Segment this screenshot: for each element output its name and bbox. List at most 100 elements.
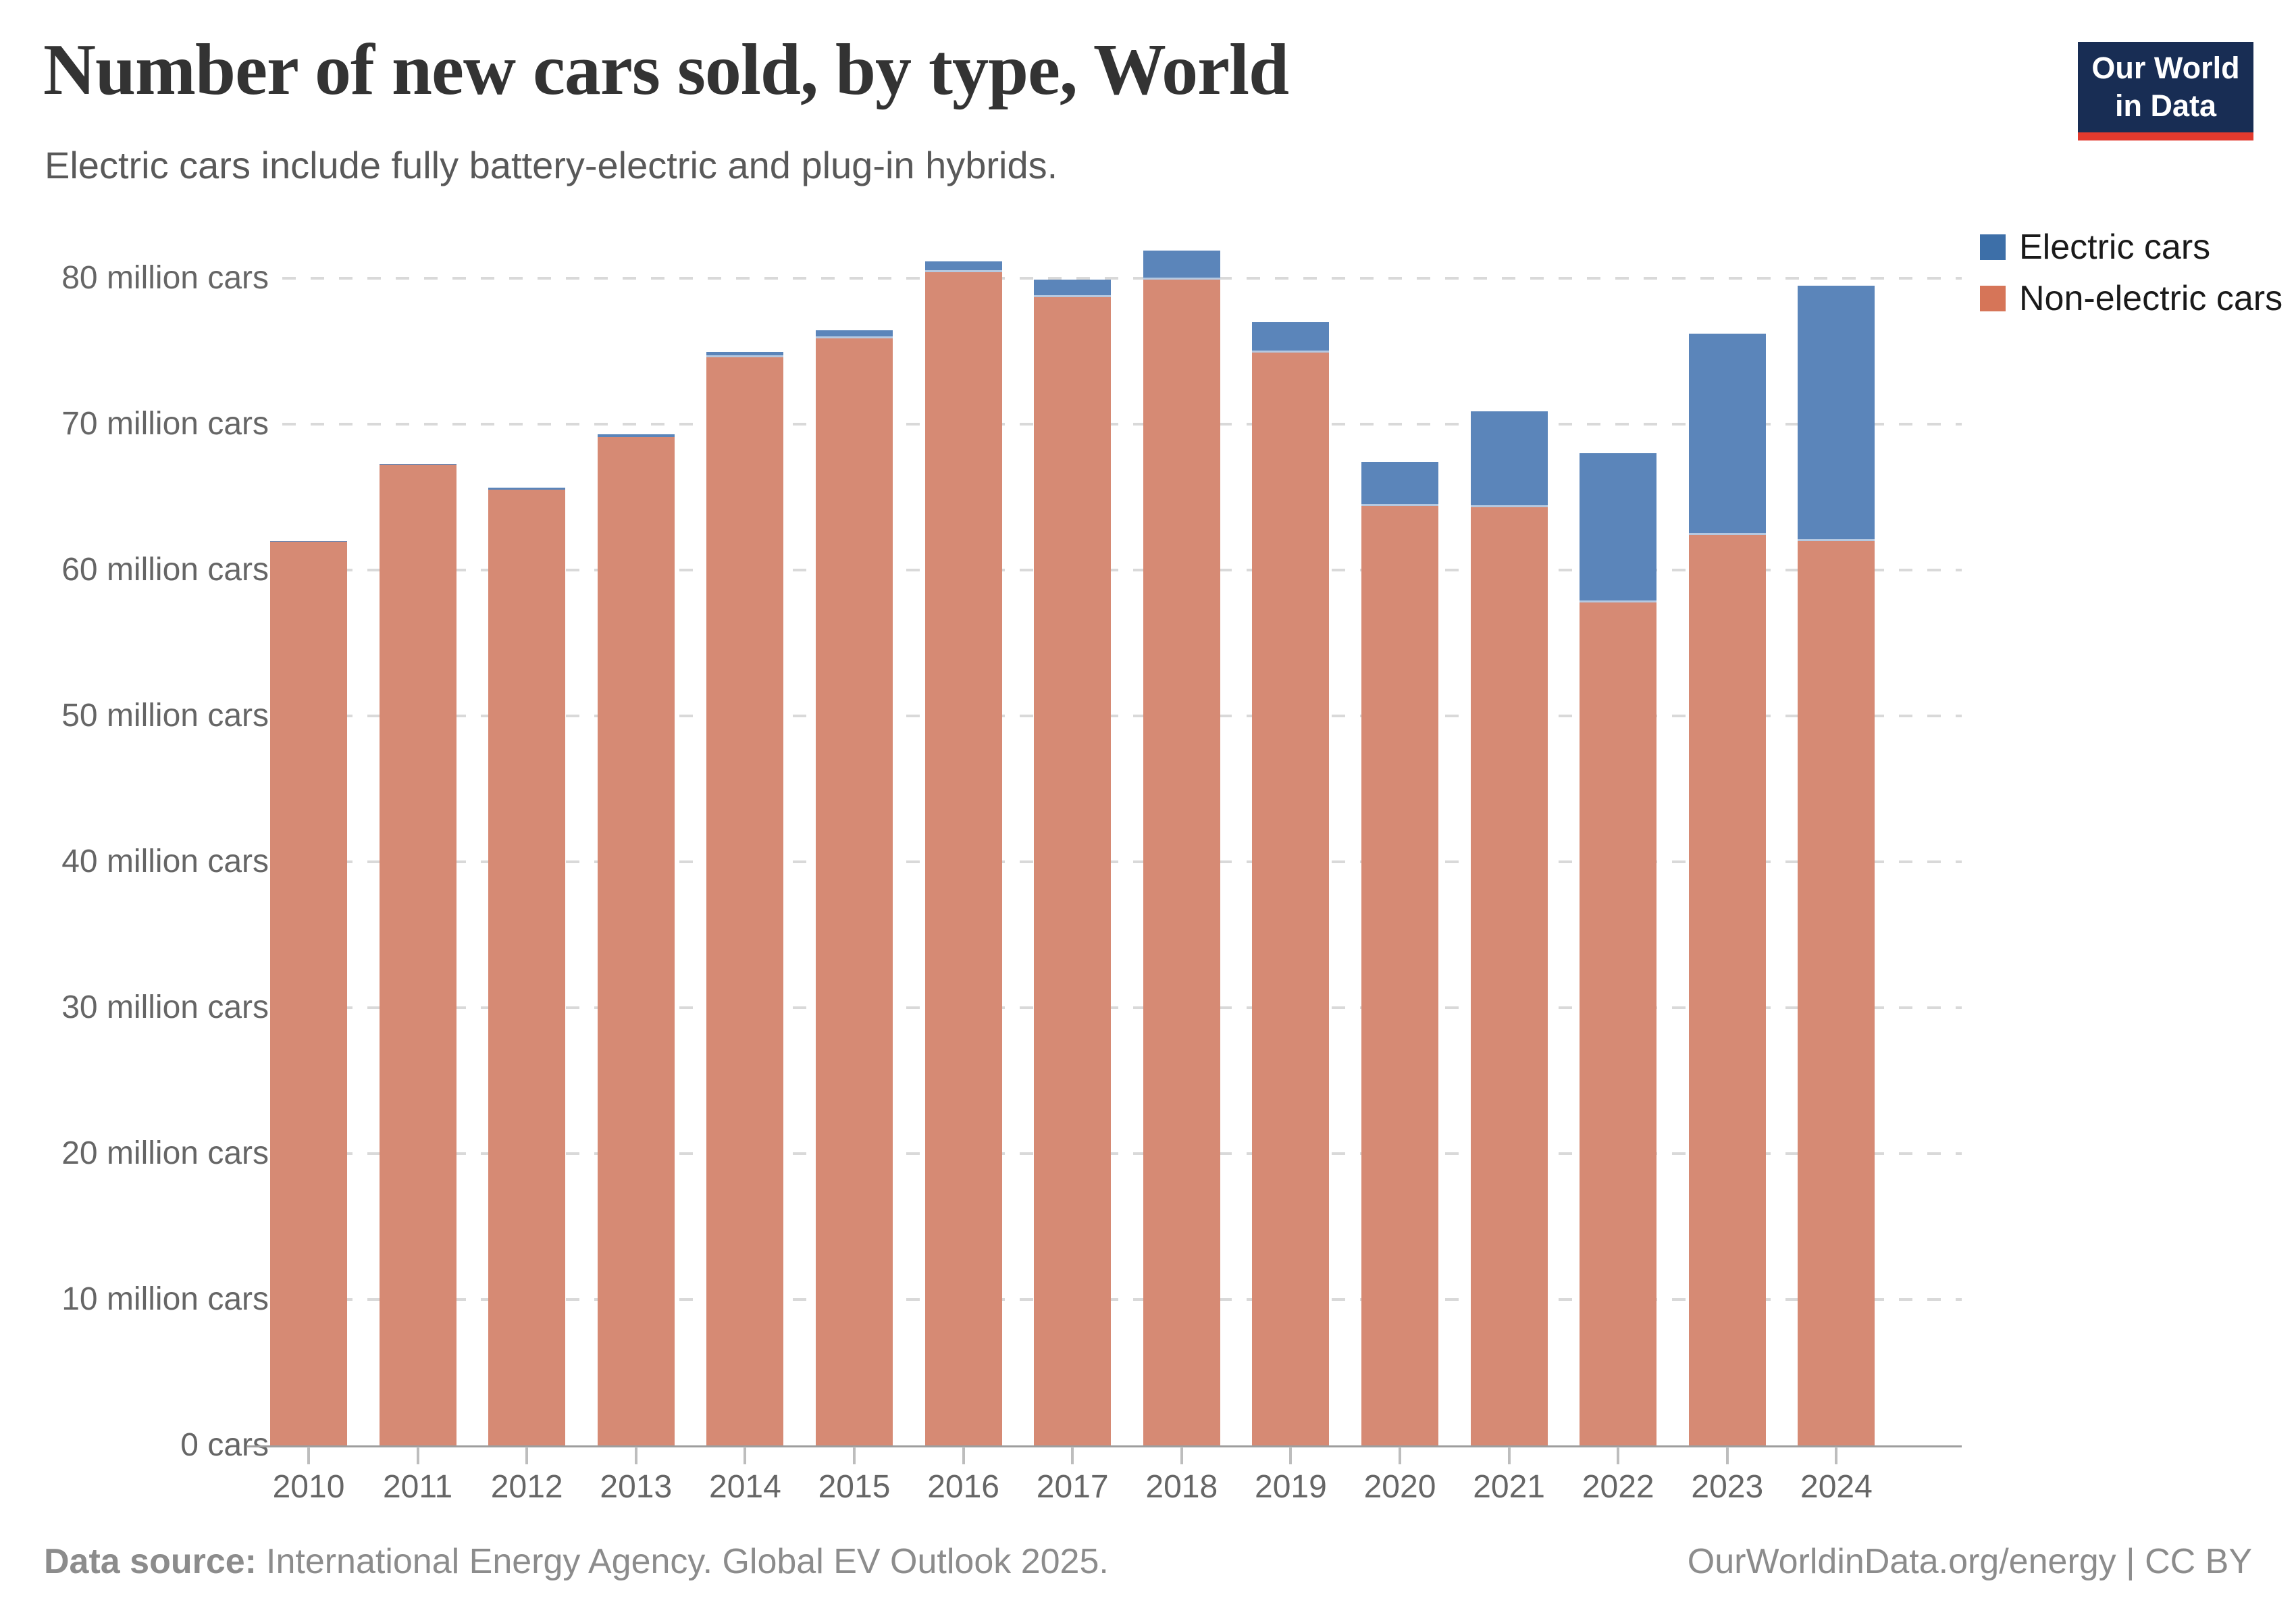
bar-2022-non-electric[interactable]: [1580, 602, 1657, 1445]
x-tick-label-2024: 2024: [1800, 1469, 1873, 1505]
bar-2011-electric[interactable]: [379, 463, 456, 465]
legend-label: Electric cars: [2019, 228, 2211, 267]
bar-2016[interactable]: [924, 261, 1002, 1445]
bar-2011[interactable]: [379, 463, 456, 1445]
owid-logo-red-bar: [2078, 132, 2253, 140]
x-tick-2019: [1289, 1447, 1293, 1464]
bar-2012[interactable]: [488, 488, 566, 1445]
x-tick-label-2016: 2016: [927, 1469, 999, 1505]
x-tick-2024: [1835, 1447, 1838, 1464]
x-tick-2011: [416, 1447, 419, 1464]
bar-2024-non-electric[interactable]: [1798, 540, 1875, 1445]
x-tick-2013: [634, 1447, 637, 1464]
x-tick-label-2017: 2017: [1036, 1469, 1109, 1505]
y-axis-labels: 0 cars 10 million cars 20 million cars 30 m…: [0, 203, 269, 1462]
legend-label: Non-electric cars: [2019, 279, 2283, 318]
bar-2022[interactable]: [1580, 453, 1657, 1445]
bar-2014[interactable]: [706, 352, 784, 1445]
owid-logo-line2: in Data: [2114, 88, 2217, 123]
bar-2015[interactable]: [816, 330, 893, 1445]
bar-2012-non-electric[interactable]: [488, 490, 566, 1445]
y-tick-label-50: 50 million cars: [61, 698, 269, 734]
x-tick-2010: [307, 1447, 310, 1464]
owid-logo-box: Our World in Data: [2078, 42, 2253, 132]
chart-subtitle: Electric cars include fully battery-elec…: [45, 144, 1058, 186]
bar-2018-non-electric[interactable]: [1143, 280, 1220, 1445]
legend-swatch-icon: [1980, 286, 2006, 311]
y-tick-label-0: 0 cars: [180, 1427, 269, 1463]
gridline-40m: [282, 860, 1962, 863]
y-tick-label-10: 10 million cars: [61, 1281, 269, 1317]
gridline-70m: [282, 423, 1962, 426]
y-tick-label-20: 20 million cars: [61, 1135, 269, 1171]
x-tick-label-2012: 2012: [490, 1469, 563, 1505]
x-tick-2017: [1071, 1447, 1074, 1464]
x-tick-label-2018: 2018: [1145, 1469, 1218, 1505]
gridline-80m: [282, 277, 1962, 280]
footer-source-label: Data source:: [44, 1542, 257, 1581]
gridline-10m: [282, 1298, 1962, 1301]
bar-2020[interactable]: [1361, 462, 1438, 1445]
x-axis-line: [247, 1445, 1962, 1447]
bar-2019-non-electric[interactable]: [1252, 353, 1330, 1445]
bar-2018-electric[interactable]: [1143, 250, 1220, 280]
bar-2016-non-electric[interactable]: [924, 272, 1002, 1445]
bar-2015-non-electric[interactable]: [816, 338, 893, 1445]
bar-2013-non-electric[interactable]: [597, 437, 675, 1445]
bar-2018[interactable]: [1143, 250, 1220, 1445]
legend-item-non-electric-cars[interactable]: Non-electric cars: [1980, 281, 2282, 316]
bar-2024[interactable]: [1798, 285, 1875, 1445]
bar-2023[interactable]: [1688, 334, 1766, 1445]
bar-2020-non-electric[interactable]: [1361, 505, 1438, 1445]
bar-2015-electric[interactable]: [816, 330, 893, 338]
bar-2013-electric[interactable]: [597, 434, 675, 438]
bar-2020-electric[interactable]: [1361, 462, 1438, 506]
legend-item-electric-cars[interactable]: Electric cars: [1980, 230, 2282, 265]
bar-2017[interactable]: [1034, 280, 1112, 1445]
legend-swatch-icon: [1980, 234, 2006, 260]
bar-2021[interactable]: [1470, 411, 1548, 1445]
x-tick-label-2019: 2019: [1255, 1469, 1327, 1505]
bar-2014-electric[interactable]: [706, 352, 784, 357]
x-tick-2016: [962, 1447, 965, 1464]
x-tick-label-2010: 2010: [272, 1469, 345, 1505]
owid-logo: Our World in Data: [2078, 42, 2253, 140]
x-tick-2021: [1507, 1447, 1511, 1464]
bar-2023-electric[interactable]: [1688, 334, 1766, 536]
x-tick-label-2013: 2013: [600, 1469, 673, 1505]
bar-2010-non-electric[interactable]: [270, 540, 347, 1445]
y-tick-label-80: 80 million cars: [61, 260, 269, 296]
chart-title: Number of new cars sold, by type, World: [43, 30, 1289, 110]
bar-2024-electric[interactable]: [1798, 285, 1875, 541]
bar-2016-electric[interactable]: [924, 261, 1002, 273]
bar-2021-electric[interactable]: [1470, 411, 1548, 508]
x-tick-label-2011: 2011: [382, 1469, 453, 1505]
owid-logo-line1: Our World: [2091, 51, 2240, 85]
x-tick-2022: [1617, 1447, 1620, 1464]
bar-2023-non-electric[interactable]: [1688, 535, 1766, 1445]
y-tick-label-30: 30 million cars: [61, 989, 269, 1025]
bar-2019[interactable]: [1252, 321, 1330, 1445]
bar-2017-electric[interactable]: [1034, 280, 1112, 298]
bar-2012-electric[interactable]: [488, 488, 566, 490]
bar-2014-non-electric[interactable]: [706, 357, 784, 1445]
y-tick-label-60: 60 million cars: [61, 552, 269, 588]
bar-2019-electric[interactable]: [1252, 321, 1330, 353]
footer-attribution: OurWorldinData.org/energy | CC BY: [1687, 1542, 2252, 1581]
x-tick-2012: [525, 1447, 529, 1464]
gridline-30m: [282, 1006, 1962, 1009]
x-tick-2018: [1180, 1447, 1183, 1464]
bar-2022-electric[interactable]: [1580, 453, 1657, 602]
gridline-20m: [282, 1152, 1962, 1155]
bar-2013[interactable]: [597, 434, 675, 1445]
y-tick-label-70: 70 million cars: [61, 406, 269, 442]
bar-2010[interactable]: [270, 540, 347, 1445]
legend: Electric cars Non-electric cars: [1980, 230, 2282, 332]
bar-2011-non-electric[interactable]: [379, 465, 456, 1445]
y-tick-label-40: 40 million cars: [61, 844, 269, 879]
bar-2017-non-electric[interactable]: [1034, 297, 1112, 1445]
x-tick-label-2015: 2015: [818, 1469, 891, 1505]
bar-2021-non-electric[interactable]: [1470, 507, 1548, 1445]
gridline-60m: [282, 569, 1962, 571]
